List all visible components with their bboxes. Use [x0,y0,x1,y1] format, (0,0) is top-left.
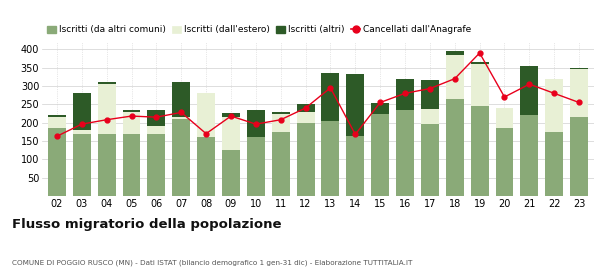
Bar [371,113,389,196]
Bar [172,119,190,196]
Legend: Iscritti (da altri comuni), Iscritti (dall'estero), Iscritti (altri), Cancellati: Iscritti (da altri comuni), Iscritti (da… [47,25,472,34]
Bar [371,102,389,113]
Bar [296,104,314,112]
Bar [73,130,91,134]
Bar [73,134,91,196]
Bar [272,112,290,113]
Bar [446,51,464,55]
Bar [222,150,240,196]
Bar [545,79,563,132]
Bar [446,99,464,196]
Bar [421,80,439,109]
Bar [346,74,364,136]
Bar [197,93,215,137]
Text: COMUNE DI POGGIO RUSCO (MN) - Dati ISTAT (bilancio demografico 1 gen-31 dic) - E: COMUNE DI POGGIO RUSCO (MN) - Dati ISTAT… [12,260,412,266]
Bar [396,110,414,196]
Bar [222,117,240,150]
Bar [520,66,538,115]
Bar [322,73,340,121]
Bar [73,93,91,130]
Bar [496,108,514,128]
Bar [122,110,140,112]
Bar [48,115,66,117]
Bar [247,137,265,196]
Bar [148,126,166,134]
Bar [197,137,215,196]
Bar [470,62,488,64]
Bar [272,132,290,196]
Bar [545,132,563,196]
Bar [296,112,314,123]
Bar [470,106,488,196]
Bar [296,123,314,196]
Bar [346,136,364,196]
Bar [122,134,140,196]
Bar [98,82,116,84]
Bar [446,55,464,99]
Bar [570,69,588,117]
Bar [98,84,116,134]
Bar [222,113,240,117]
Bar [421,124,439,196]
Bar [396,79,414,110]
Bar [172,82,190,117]
Bar [470,64,488,106]
Bar [570,68,588,69]
Bar [148,110,166,126]
Bar [520,115,538,196]
Bar [272,113,290,132]
Bar [496,128,514,196]
Bar [98,134,116,196]
Text: Flusso migratorio della popolazione: Flusso migratorio della popolazione [12,218,281,231]
Bar [122,112,140,134]
Bar [322,121,340,196]
Bar [172,117,190,119]
Bar [421,109,439,124]
Bar [148,134,166,196]
Bar [247,110,265,137]
Bar [48,117,66,128]
Bar [48,128,66,196]
Bar [570,117,588,196]
